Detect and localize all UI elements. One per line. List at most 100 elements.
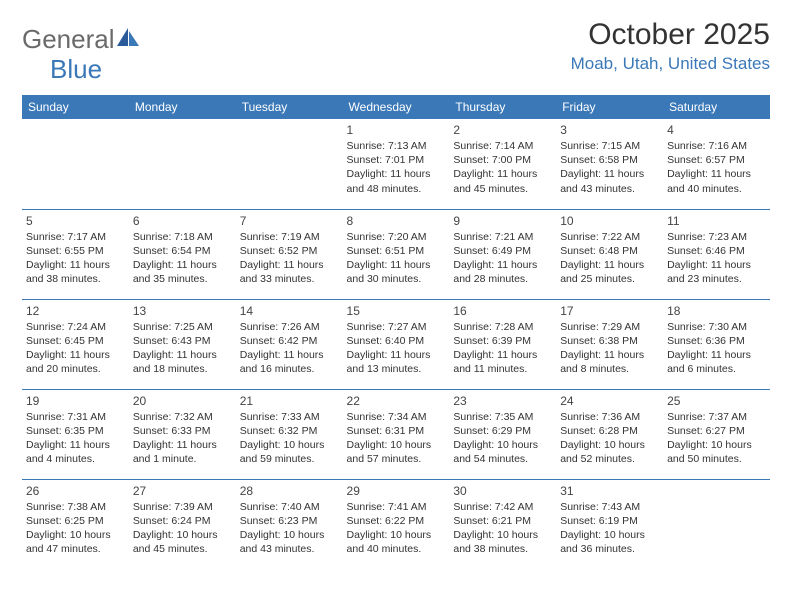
sunrise-line: Sunrise: 7:16 AM — [667, 139, 766, 153]
calendar-cell: 6Sunrise: 7:18 AMSunset: 6:54 PMDaylight… — [129, 209, 236, 299]
sunset-line: Sunset: 6:52 PM — [240, 244, 339, 258]
sunset-line: Sunset: 6:27 PM — [667, 424, 766, 438]
calendar-cell: 27Sunrise: 7:39 AMSunset: 6:24 PMDayligh… — [129, 479, 236, 569]
calendar-cell: 2Sunrise: 7:14 AMSunset: 7:00 PMDaylight… — [449, 119, 556, 209]
calendar-cell: 18 Sunrise: 7:30 AMSunset: 6:36 PMDayligh… — [663, 299, 770, 389]
day-number: 9 — [453, 214, 552, 228]
sunrise-line: Sunrise: 7:13 AM — [347, 139, 446, 153]
calendar-week-row: 5Sunrise: 7:17 AMSunset: 6:55 PMDaylight… — [22, 209, 770, 299]
sunset-line: Sunset: 6:46 PM — [667, 244, 766, 258]
daylight-line: Daylight: 10 hours and 59 minutes. — [240, 438, 339, 466]
day-number: 7 — [240, 214, 339, 228]
day-number: 12 — [26, 304, 125, 318]
sunset-line: Sunset: 7:00 PM — [453, 153, 552, 167]
sunrise-line: Sunrise: 7:31 AM — [26, 410, 125, 424]
calendar-cell: 20Sunrise: 7:32 AMSunset: 6:33 PMDayligh… — [129, 389, 236, 479]
sunset-line: Sunset: 6:42 PM — [240, 334, 339, 348]
daylight-line: Daylight: 11 hours and 16 minutes. — [240, 348, 339, 376]
sunset-line: Sunset: 6:57 PM — [667, 153, 766, 167]
sunset-line: Sunset: 6:43 PM — [133, 334, 232, 348]
sunset-line: Sunset: 6:24 PM — [133, 514, 232, 528]
day-number: 20 — [133, 394, 232, 408]
sunset-line: Sunset: 6:32 PM — [240, 424, 339, 438]
daylight-line: Daylight: 11 hours and 30 minutes. — [347, 258, 446, 286]
day-number: 3 — [560, 123, 659, 137]
calendar-cell: 25Sunrise: 7:37 AMSunset: 6:27 PMDayligh… — [663, 389, 770, 479]
daylight-line: Daylight: 11 hours and 11 minutes. — [453, 348, 552, 376]
calendar-cell: 15Sunrise: 7:27 AMSunset: 6:40 PMDayligh… — [343, 299, 450, 389]
logo-text-general: General — [22, 24, 115, 55]
calendar-cell: 13Sunrise: 7:25 AMSunset: 6:43 PMDayligh… — [129, 299, 236, 389]
sunset-line: Sunset: 6:58 PM — [560, 153, 659, 167]
sunset-line: Sunset: 6:48 PM — [560, 244, 659, 258]
sunset-line: Sunset: 6:54 PM — [133, 244, 232, 258]
calendar-week-row: 19Sunrise: 7:31 AMSunset: 6:35 PMDayligh… — [22, 389, 770, 479]
sunrise-line: Sunrise: 7:29 AM — [560, 320, 659, 334]
location: Moab, Utah, United States — [571, 54, 770, 74]
daylight-line: Daylight: 10 hours and 57 minutes. — [347, 438, 446, 466]
calendar-cell — [22, 119, 129, 209]
sunrise-line: Sunrise: 7:27 AM — [347, 320, 446, 334]
sunset-line: Sunset: 6:25 PM — [26, 514, 125, 528]
daylight-line: Daylight: 11 hours and 40 minutes. — [667, 167, 766, 195]
sunset-line: Sunset: 6:21 PM — [453, 514, 552, 528]
sunrise-line: Sunrise: 7:42 AM — [453, 500, 552, 514]
day-header: Tuesday — [236, 95, 343, 119]
day-number: 14 — [240, 304, 339, 318]
day-number: 6 — [133, 214, 232, 228]
daylight-line: Daylight: 11 hours and 4 minutes. — [26, 438, 125, 466]
sunrise-line: Sunrise: 7:34 AM — [347, 410, 446, 424]
daylight-line: Daylight: 11 hours and 35 minutes. — [133, 258, 232, 286]
day-number: 24 — [560, 394, 659, 408]
sunrise-line: Sunrise: 7:19 AM — [240, 230, 339, 244]
calendar-table: SundayMondayTuesdayWednesdayThursdayFrid… — [22, 95, 770, 569]
sunset-line: Sunset: 6:36 PM — [667, 334, 766, 348]
sunset-line: Sunset: 6:29 PM — [453, 424, 552, 438]
sunrise-line: Sunrise: 7:24 AM — [26, 320, 125, 334]
calendar-cell: 26Sunrise: 7:38 AMSunset: 6:25 PMDayligh… — [22, 479, 129, 569]
daylight-line: Daylight: 11 hours and 6 minutes. — [667, 348, 766, 376]
sunrise-line: Sunrise: 7:35 AM — [453, 410, 552, 424]
sunrise-line: Sunrise: 7:33 AM — [240, 410, 339, 424]
day-number: 4 — [667, 123, 766, 137]
sunrise-line: Sunrise: 7:41 AM — [347, 500, 446, 514]
title-block: October 2025 Moab, Utah, United States — [571, 18, 770, 74]
day-header: Monday — [129, 95, 236, 119]
day-header: Saturday — [663, 95, 770, 119]
sunrise-line: Sunrise: 7:37 AM — [667, 410, 766, 424]
day-number: 22 — [347, 394, 446, 408]
daylight-line: Daylight: 11 hours and 38 minutes. — [26, 258, 125, 286]
day-header-row: SundayMondayTuesdayWednesdayThursdayFrid… — [22, 95, 770, 119]
calendar-cell — [129, 119, 236, 209]
day-number: 30 — [453, 484, 552, 498]
calendar-cell: 4 Sunrise: 7:16 AMSunset: 6:57 PMDaylight… — [663, 119, 770, 209]
daylight-line: Daylight: 10 hours and 52 minutes. — [560, 438, 659, 466]
calendar-cell: 29Sunrise: 7:41 AMSunset: 6:22 PMDayligh… — [343, 479, 450, 569]
calendar-cell: 14Sunrise: 7:26 AMSunset: 6:42 PMDayligh… — [236, 299, 343, 389]
day-number: 17 — [560, 304, 659, 318]
daylight-line: Daylight: 11 hours and 33 minutes. — [240, 258, 339, 286]
day-number: 18 — [667, 304, 766, 318]
daylight-line: Daylight: 11 hours and 23 minutes. — [667, 258, 766, 286]
daylight-line: Daylight: 10 hours and 36 minutes. — [560, 528, 659, 556]
sunset-line: Sunset: 6:55 PM — [26, 244, 125, 258]
day-number: 25 — [667, 394, 766, 408]
sunrise-line: Sunrise: 7:25 AM — [133, 320, 232, 334]
day-number: 1 — [347, 123, 446, 137]
calendar-cell: 16Sunrise: 7:28 AMSunset: 6:39 PMDayligh… — [449, 299, 556, 389]
sunset-line: Sunset: 6:38 PM — [560, 334, 659, 348]
day-number: 21 — [240, 394, 339, 408]
daylight-line: Daylight: 11 hours and 1 minute. — [133, 438, 232, 466]
daylight-line: Daylight: 11 hours and 48 minutes. — [347, 167, 446, 195]
daylight-line: Daylight: 10 hours and 45 minutes. — [133, 528, 232, 556]
calendar-week-row: 1Sunrise: 7:13 AMSunset: 7:01 PMDaylight… — [22, 119, 770, 209]
calendar-cell: 31Sunrise: 7:43 AMSunset: 6:19 PMDayligh… — [556, 479, 663, 569]
calendar-cell: 24Sunrise: 7:36 AMSunset: 6:28 PMDayligh… — [556, 389, 663, 479]
day-number: 8 — [347, 214, 446, 228]
daylight-line: Daylight: 11 hours and 13 minutes. — [347, 348, 446, 376]
day-number: 16 — [453, 304, 552, 318]
sunset-line: Sunset: 6:31 PM — [347, 424, 446, 438]
day-header: Friday — [556, 95, 663, 119]
sunrise-line: Sunrise: 7:14 AM — [453, 139, 552, 153]
sunrise-line: Sunrise: 7:30 AM — [667, 320, 766, 334]
